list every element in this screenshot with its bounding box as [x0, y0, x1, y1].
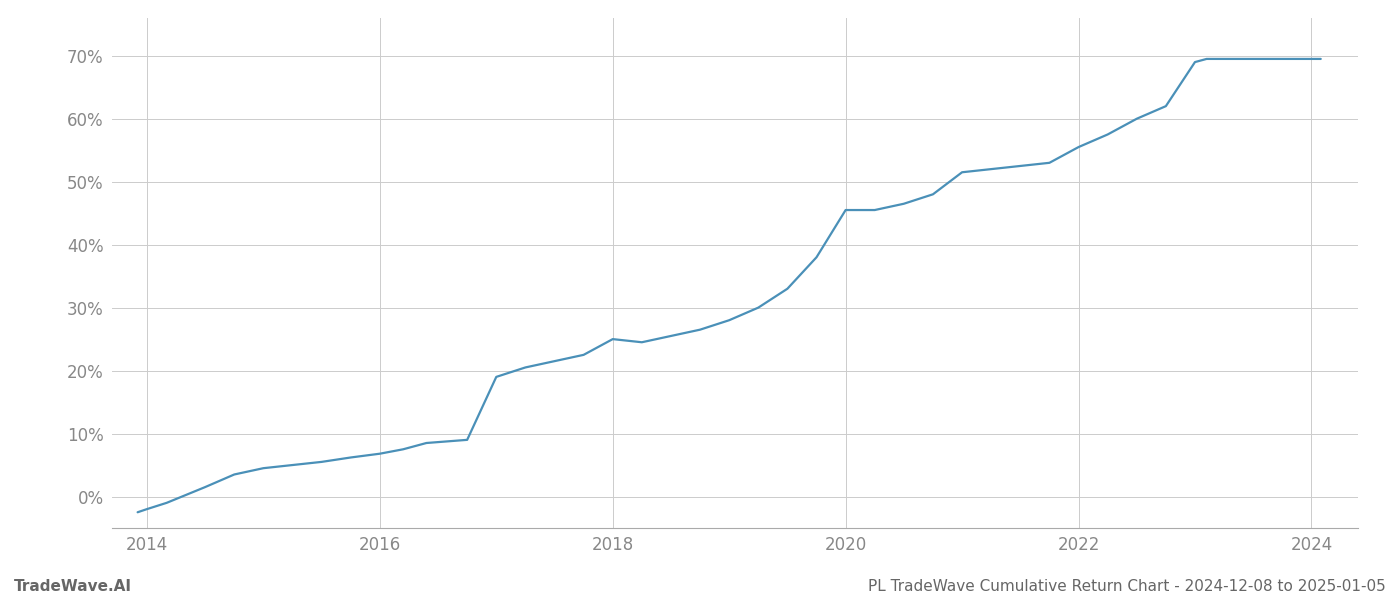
Text: PL TradeWave Cumulative Return Chart - 2024-12-08 to 2025-01-05: PL TradeWave Cumulative Return Chart - 2…	[868, 579, 1386, 594]
Text: TradeWave.AI: TradeWave.AI	[14, 579, 132, 594]
